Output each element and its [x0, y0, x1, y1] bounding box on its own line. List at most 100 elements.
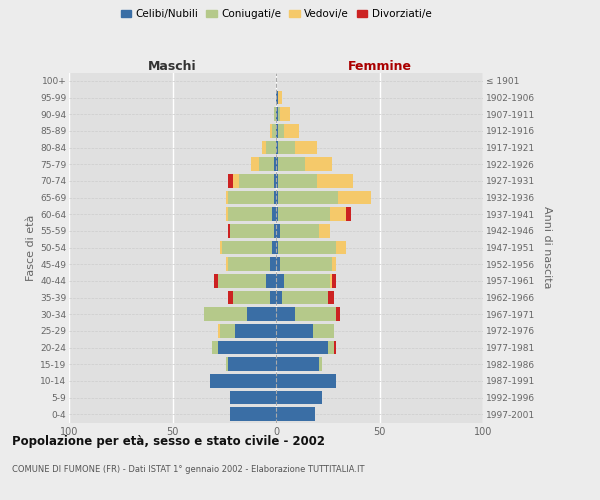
Bar	[247, 308, 276, 321]
Bar	[229, 224, 230, 237]
Bar	[276, 240, 278, 254]
Bar	[276, 224, 280, 237]
Bar	[229, 174, 233, 188]
Bar	[282, 290, 328, 304]
Bar	[274, 108, 276, 121]
Bar	[313, 324, 334, 338]
Bar	[233, 290, 270, 304]
Bar	[229, 190, 274, 204]
Bar	[334, 340, 336, 354]
Bar	[270, 290, 276, 304]
Bar	[259, 158, 274, 171]
Bar	[330, 274, 332, 287]
Bar	[272, 240, 276, 254]
Bar	[218, 340, 276, 354]
Bar	[319, 224, 330, 237]
Bar	[276, 124, 278, 138]
Bar	[276, 290, 282, 304]
Bar	[336, 240, 346, 254]
Bar	[317, 174, 353, 188]
Text: Femmine: Femmine	[347, 60, 412, 72]
Bar	[222, 240, 272, 254]
Bar	[276, 358, 319, 371]
Bar	[226, 190, 229, 204]
Bar	[239, 174, 274, 188]
Bar	[295, 140, 317, 154]
Bar	[233, 174, 239, 188]
Bar	[230, 408, 276, 421]
Bar	[276, 140, 278, 154]
Bar	[220, 324, 235, 338]
Bar	[280, 258, 332, 271]
Bar	[274, 158, 276, 171]
Bar	[203, 308, 247, 321]
Bar	[278, 174, 317, 188]
Bar	[276, 340, 328, 354]
Y-axis label: Anni di nascita: Anni di nascita	[542, 206, 551, 288]
Bar	[218, 324, 220, 338]
Bar	[229, 290, 233, 304]
Text: COMUNE DI FUMONE (FR) - Dati ISTAT 1° gennaio 2002 - Elaborazione TUTTITALIA.IT: COMUNE DI FUMONE (FR) - Dati ISTAT 1° ge…	[12, 465, 365, 474]
Bar	[218, 274, 266, 287]
Bar	[284, 274, 330, 287]
Bar	[230, 224, 274, 237]
Bar	[229, 208, 272, 221]
Bar	[276, 190, 278, 204]
Bar	[235, 324, 276, 338]
Bar	[276, 308, 295, 321]
Bar	[276, 158, 278, 171]
Bar	[280, 224, 319, 237]
Bar	[266, 140, 276, 154]
Bar	[278, 190, 338, 204]
Bar	[226, 258, 229, 271]
Legend: Celibi/Nubili, Coniugati/e, Vedovi/e, Divorziati/e: Celibi/Nubili, Coniugati/e, Vedovi/e, Di…	[116, 5, 436, 24]
Bar	[274, 224, 276, 237]
Text: Maschi: Maschi	[148, 60, 197, 72]
Bar	[229, 358, 276, 371]
Bar	[214, 274, 218, 287]
Bar	[346, 208, 350, 221]
Bar	[330, 208, 346, 221]
Bar	[276, 174, 278, 188]
Bar	[276, 208, 278, 221]
Bar	[276, 258, 280, 271]
Bar	[226, 358, 229, 371]
Bar	[284, 124, 299, 138]
Bar	[274, 190, 276, 204]
Bar	[270, 124, 272, 138]
Bar	[274, 174, 276, 188]
Bar	[276, 274, 284, 287]
Bar	[212, 340, 218, 354]
Bar	[276, 108, 278, 121]
Bar	[276, 390, 322, 404]
Bar	[276, 324, 313, 338]
Bar	[276, 374, 336, 388]
Bar	[328, 290, 334, 304]
Bar	[272, 208, 276, 221]
Bar	[305, 158, 332, 171]
Bar	[338, 190, 371, 204]
Bar	[270, 258, 276, 271]
Bar	[230, 390, 276, 404]
Bar	[226, 208, 229, 221]
Bar	[278, 158, 305, 171]
Bar	[210, 374, 276, 388]
Bar	[278, 140, 295, 154]
Bar	[262, 140, 266, 154]
Bar	[251, 158, 259, 171]
Bar	[278, 108, 280, 121]
Bar	[276, 90, 278, 104]
Bar	[319, 358, 322, 371]
Bar	[280, 108, 290, 121]
Bar	[266, 274, 276, 287]
Bar	[272, 124, 276, 138]
Bar	[229, 258, 270, 271]
Bar	[278, 240, 336, 254]
Bar	[332, 258, 336, 271]
Bar	[295, 308, 336, 321]
Bar	[276, 408, 316, 421]
Bar	[278, 124, 284, 138]
Bar	[278, 208, 330, 221]
Bar	[278, 90, 282, 104]
Bar	[220, 240, 222, 254]
